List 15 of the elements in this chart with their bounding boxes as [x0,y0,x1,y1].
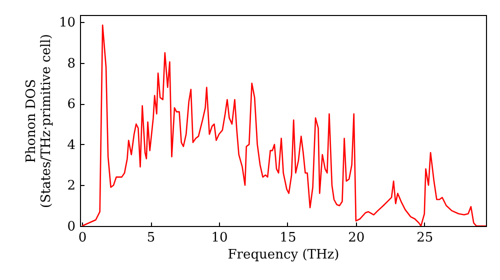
line-series [81,24,486,226]
y-tick-label: 10 [58,16,76,31]
y-tick-label: 2 [67,178,76,194]
y-tick-label: 8 [67,56,76,72]
y-tick-label: 6 [67,97,76,112]
y-axis-title: Phonon DOS (States/THz·primitive cell) [24,34,54,208]
x-tick-label: 20 [348,230,365,246]
y-tick-label: 4 [67,138,76,153]
y-tick-label: 0 [67,220,76,234]
x-tick-label: 10 [211,230,228,246]
x-tick-label: 5 [146,230,156,246]
x-tick-label: 25 [416,230,434,246]
x-tick-label: 0 [78,230,87,246]
x-axis-title: Frequency (THz) [228,248,340,262]
x-tick-label: 15 [280,230,296,246]
